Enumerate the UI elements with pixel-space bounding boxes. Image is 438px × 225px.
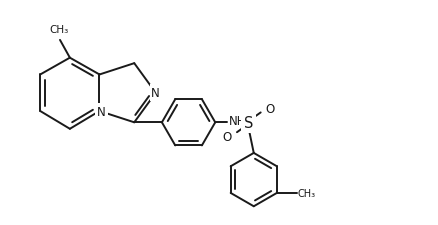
- Text: N: N: [97, 105, 106, 118]
- Text: CH₃: CH₃: [297, 188, 315, 198]
- Text: NH: NH: [229, 114, 246, 127]
- Text: S: S: [244, 115, 253, 130]
- Text: N: N: [151, 87, 160, 100]
- Text: O: O: [265, 103, 274, 115]
- Text: CH₃: CH₃: [49, 25, 68, 35]
- Text: O: O: [222, 130, 232, 143]
